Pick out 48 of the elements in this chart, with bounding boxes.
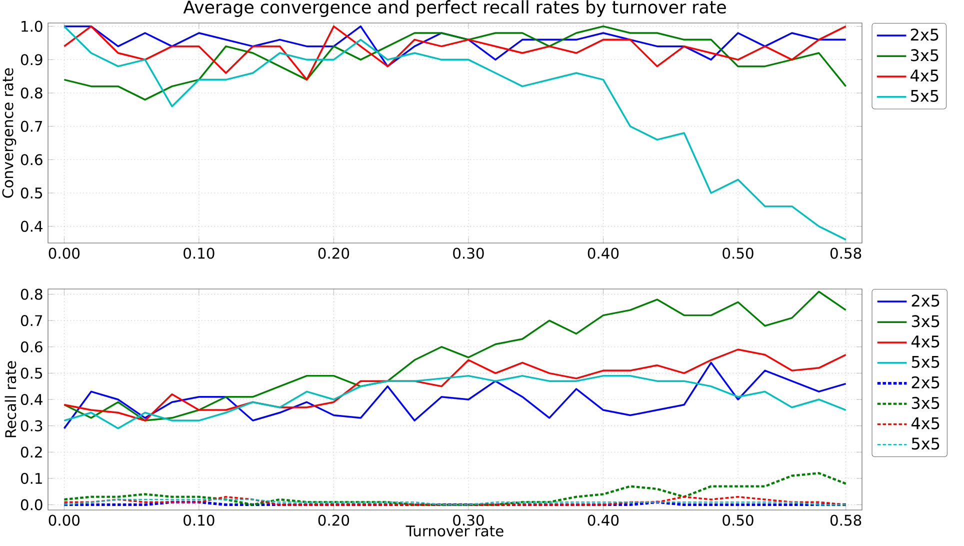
y-tick-label: 0.8 (20, 288, 42, 300)
chart-title: Average convergence and perfect recall rates by turnover rate (183, 0, 726, 17)
x-tick-label: 0.50 (722, 514, 754, 526)
y-tick-label: 1.0 (22, 20, 42, 32)
x-tick-label: 0.30 (453, 248, 484, 259)
x-tick-label: 0.00 (48, 248, 80, 259)
legend-label: 3x5 (912, 396, 940, 409)
legend-label: 2x5 (910, 28, 938, 41)
y-tick-label: 0.9 (20, 54, 42, 66)
legend-label: 4x5 (910, 70, 938, 82)
x-tick-label: 0.20 (318, 248, 350, 259)
legend-label: 4x5 (911, 336, 940, 348)
x-tick-label: 0.10 (184, 514, 214, 526)
y-tick-label: 0.6 (20, 154, 42, 166)
y-axis-title: Convergence rate (2, 68, 16, 198)
y-tick-label: 0.6 (20, 341, 42, 352)
legend-label: 3x5 (912, 315, 940, 328)
y-tick-label: 0.7 (20, 315, 42, 326)
x-tick-label: 0.58 (830, 514, 862, 526)
line-series (63, 290, 847, 422)
x-tick-label: 0.40 (588, 248, 619, 259)
x-tick-label: 0.10 (184, 248, 214, 259)
x-tick-label: 0.40 (588, 514, 619, 526)
x-tick-label: 0.30 (453, 514, 484, 526)
legend-label: 5x5 (912, 356, 940, 368)
y-tick-label: 0.0 (20, 499, 42, 510)
y-axis-title: Recall rate (4, 361, 16, 438)
legend-label: 2x5 (912, 376, 940, 388)
legend-label: 4x5 (911, 417, 940, 430)
legend-label: 5x5 (912, 438, 940, 450)
legend-label: 3x5 (910, 49, 938, 62)
y-tick-label: 0.8 (20, 87, 42, 99)
legend-label: 5x5 (910, 90, 938, 102)
y-tick-label: 0.7 (20, 120, 42, 132)
line-series (63, 374, 847, 430)
x-tick-label: 0.50 (722, 248, 754, 259)
x-tick-label: 0.58 (830, 248, 862, 259)
x-tick-label: 0.00 (48, 514, 80, 526)
y-tick-label: 0.5 (20, 368, 42, 379)
x-tick-label: 0.20 (318, 514, 350, 526)
legend-label: 2x5 (912, 294, 940, 307)
y-tick-label: 0.3 (20, 420, 42, 432)
y-tick-label: 0.4 (20, 394, 42, 406)
y-tick-label: 0.4 (20, 220, 42, 232)
y-tick-label: 0.5 (20, 187, 42, 199)
y-tick-label: 0.1 (20, 472, 42, 484)
x-axis-title: Turnover rate (406, 526, 504, 537)
y-tick-label: 0.2 (20, 446, 42, 458)
